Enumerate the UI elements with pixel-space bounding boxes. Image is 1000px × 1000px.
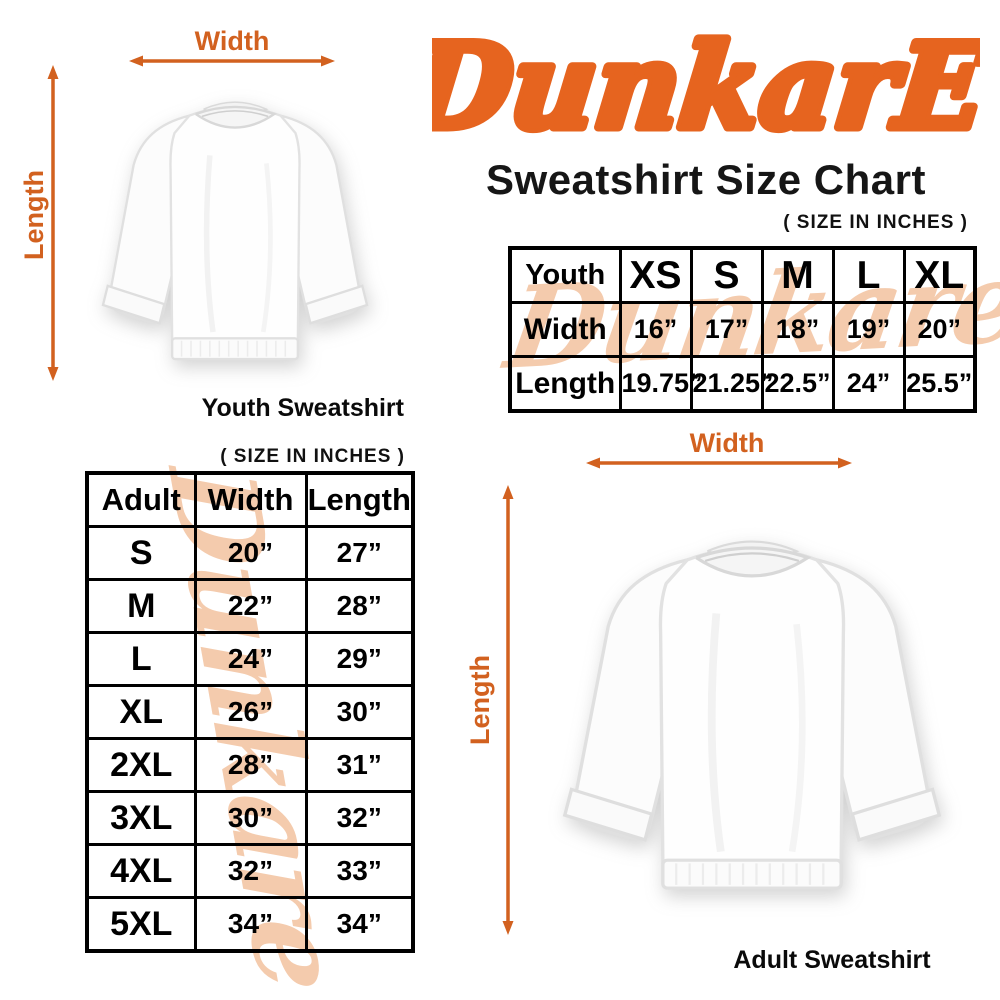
table-cell: 32” — [193, 843, 308, 899]
adult-size-units-note: ( SIZE IN INCHES ) — [220, 446, 405, 467]
youth-table-zone: Dunkare Youth XS S M L XL Width 16” 17” … — [498, 236, 1000, 413]
adult-width-label: Width — [689, 428, 765, 458]
table-cell: 26” — [193, 684, 308, 740]
page-title: Sweatshirt Size Chart — [486, 156, 926, 203]
youth-width-label: Width — [194, 26, 270, 56]
table-row: Length 19.75” 21.25” 22.5” 24” 25.5” — [508, 355, 977, 413]
adult-length-arrow-icon — [502, 485, 514, 935]
table-cell: 22” — [193, 578, 308, 634]
table-cell: 33” — [304, 843, 415, 899]
adult-size-table: Adult Width Length S 20” 27” M 22” 28” L… — [85, 471, 415, 953]
table-cell: 19.75” — [618, 355, 703, 413]
table-row: L 24” 29” — [85, 631, 415, 687]
youth-figure-caption: Youth Sweatshirt — [201, 394, 404, 422]
table-row: Youth XS S M L XL — [508, 246, 977, 304]
table-cell: 21.25” — [689, 355, 774, 413]
row-header: 2XL — [85, 737, 197, 793]
row-header: 3XL — [85, 790, 197, 846]
table-row: M 22” 28” — [85, 578, 415, 634]
table-row: 5XL 34” 34” — [85, 896, 415, 953]
row-header: M — [85, 578, 197, 634]
column-header: Width — [193, 471, 308, 528]
column-header: Youth — [508, 246, 622, 304]
table-cell: 27” — [304, 525, 415, 581]
youth-sweatshirt-image — [70, 52, 400, 402]
row-header: S — [85, 525, 197, 581]
column-header: Length — [304, 471, 415, 528]
column-header: S — [689, 246, 764, 304]
column-header: L — [831, 246, 906, 304]
adult-length-label: Length — [465, 655, 495, 745]
column-header: Adult — [85, 471, 197, 528]
row-header: XL — [85, 684, 197, 740]
table-row: S 20” 27” — [85, 525, 415, 581]
table-row: XL 26” 30” — [85, 684, 415, 740]
column-header: M — [760, 246, 835, 304]
table-cell: 20” — [193, 525, 308, 581]
row-header: 4XL — [85, 843, 197, 899]
row-header: L — [85, 631, 197, 687]
table-cell: 19” — [831, 301, 906, 358]
brand-logo-text: DunkarE — [432, 19, 980, 155]
adult-width-arrow-icon — [586, 457, 852, 469]
column-header: XL — [902, 246, 977, 304]
table-cell: 28” — [193, 737, 308, 793]
adult-table-zone: Dunkare Adult Width Length S 20” 27” M 2… — [85, 468, 415, 987]
row-header: Width — [508, 301, 622, 358]
table-cell: 24” — [193, 631, 308, 687]
table-row: Adult Width Length — [85, 471, 415, 528]
table-cell: 34” — [193, 896, 308, 953]
table-row: 4XL 32” 33” — [85, 843, 415, 899]
table-cell: 20” — [902, 301, 977, 358]
youth-size-table: Youth XS S M L XL Width 16” 17” 18” 19” … — [508, 246, 977, 413]
row-header: 5XL — [85, 896, 197, 953]
table-cell: 34” — [304, 896, 415, 953]
column-header: XS — [618, 246, 693, 304]
table-cell: 32” — [304, 790, 415, 846]
adult-sweatshirt-image — [518, 474, 986, 946]
youth-width-arrow-icon — [129, 55, 335, 67]
table-cell: 16” — [618, 301, 693, 358]
table-cell: 30” — [193, 790, 308, 846]
table-cell: 31” — [304, 737, 415, 793]
size-units-note: ( SIZE IN INCHES ) — [783, 212, 968, 233]
table-cell: 29” — [304, 631, 415, 687]
brand-logo: DunkarE — [432, 15, 980, 160]
table-cell: 18” — [760, 301, 835, 358]
table-row: 3XL 30” 32” — [85, 790, 415, 846]
adult-figure-caption: Adult Sweatshirt — [733, 946, 931, 974]
table-cell: 17” — [689, 301, 764, 358]
table-cell: 25.5” — [902, 355, 977, 413]
table-cell: 22.5” — [760, 355, 835, 413]
table-cell: 24” — [831, 355, 906, 413]
row-header: Length — [508, 355, 622, 413]
table-row: 2XL 28” 31” — [85, 737, 415, 793]
table-row: Width 16” 17” 18” 19” 20” — [508, 301, 977, 358]
table-cell: 30” — [304, 684, 415, 740]
youth-length-arrow-icon — [47, 65, 59, 381]
table-cell: 28” — [304, 578, 415, 634]
